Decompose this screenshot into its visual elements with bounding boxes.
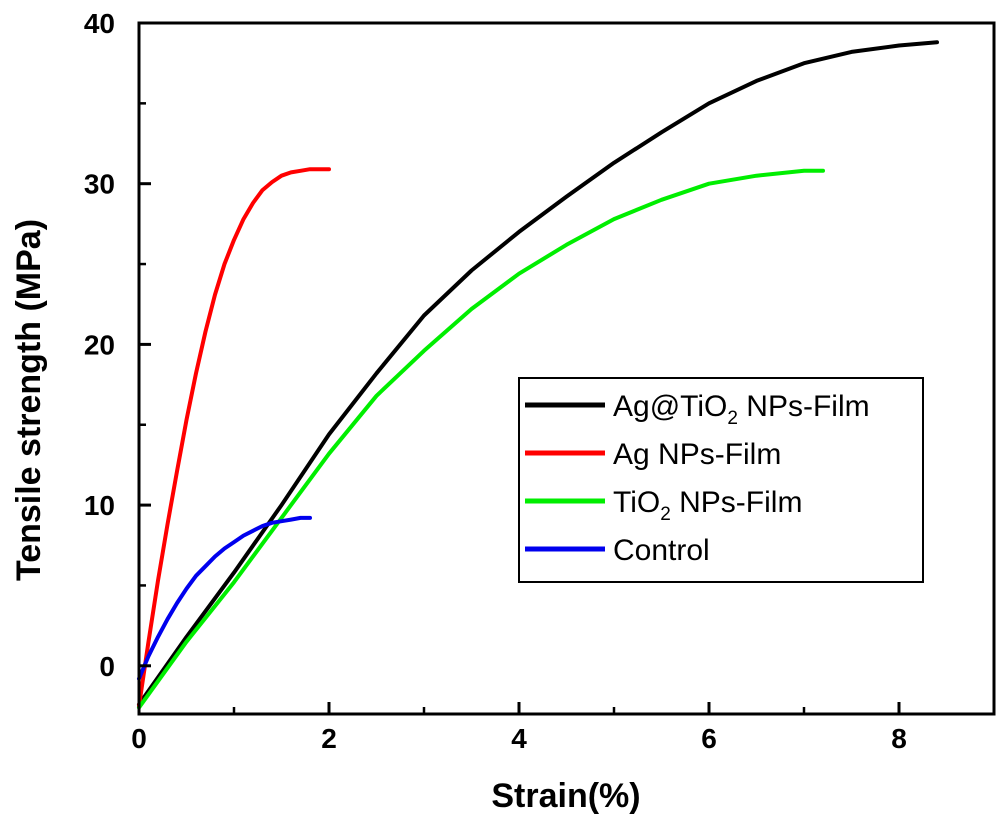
plot-border — [137, 21, 996, 716]
legend-label: Ag NPs-Film — [613, 438, 781, 471]
x-tick-label: 6 — [701, 723, 717, 754]
x-tick-label: 4 — [511, 723, 527, 754]
legend-label: TiO2 NPs-Film — [613, 486, 802, 525]
plot-frame — [137, 21, 996, 716]
y-tick-label: 30 — [84, 169, 115, 200]
series-group — [137, 40, 939, 710]
series-line-1 — [137, 167, 331, 708]
series-line-3 — [137, 515, 312, 681]
x-tick-label: 2 — [321, 723, 337, 754]
legend-label: Ag@TiO2 NPs-Film — [613, 390, 870, 429]
legend: Ag@TiO2 NPs-Film Ag NPs-Film TiO2 NPs-Film… — [518, 377, 924, 583]
x-tick-label: 0 — [131, 723, 147, 754]
x-axis-title: Strain(%) — [491, 777, 640, 815]
y-tick-label: 20 — [84, 329, 115, 360]
y-tick-label: 0 — [99, 651, 115, 682]
y-axis-title: Tensile strength (MPa) — [10, 219, 48, 581]
series-line-0 — [137, 40, 939, 707]
y-tick-label: 10 — [84, 490, 115, 521]
series-line-2 — [137, 168, 825, 710]
y-tick-label: 40 — [84, 8, 115, 39]
ticks-group: 0 2 4 6 8 0 10 20 30 40 — [84, 8, 907, 754]
legend-label: Control — [613, 534, 710, 567]
x-tick-label: 8 — [891, 723, 907, 754]
